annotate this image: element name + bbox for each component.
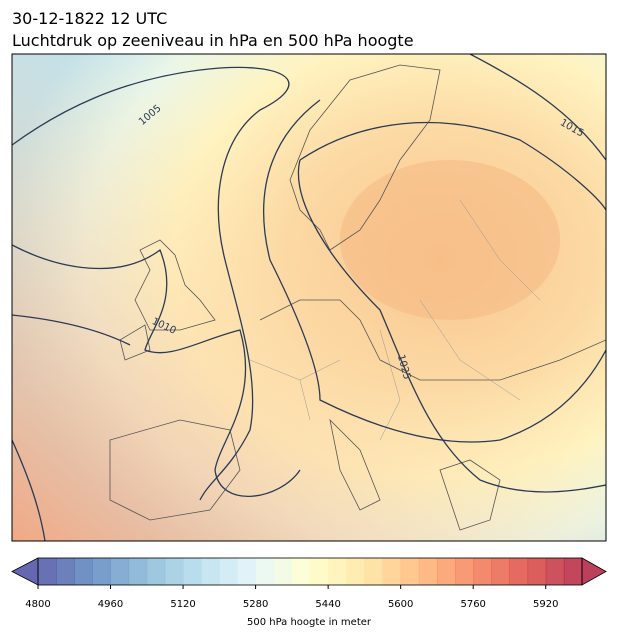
- color-level: [92, 558, 112, 585]
- color-level: [56, 558, 75, 585]
- colorbar-tick-label: 4800: [25, 599, 50, 610]
- colorbar-tick-label: 5920: [533, 599, 558, 610]
- contour: [262, 99, 606, 443]
- color-level: [400, 558, 420, 585]
- color-level: [418, 558, 438, 585]
- color-level: [563, 558, 583, 585]
- color-level: [201, 558, 220, 585]
- map-frame: [11, 53, 607, 542]
- color-level: [74, 558, 93, 585]
- color-level: [455, 558, 474, 585]
- contour: [12, 66, 290, 501]
- contour: [299, 121, 606, 211]
- color-level: [38, 558, 57, 585]
- color-level: [473, 558, 492, 585]
- colorbar-tick-label: 5760: [460, 599, 485, 610]
- color-level: [219, 558, 238, 585]
- color-level: [255, 558, 275, 585]
- color-level: [128, 558, 148, 585]
- colorbar: 4800 4960 5120 5280 5440 5600 5760 5920: [11, 557, 607, 610]
- contour: [12, 314, 131, 346]
- contour: [12, 439, 46, 541]
- contour: [12, 244, 301, 497]
- color-level: [509, 558, 529, 585]
- contour: [297, 159, 606, 493]
- extend-low: [11, 557, 39, 586]
- color-level: [237, 558, 257, 585]
- border: [249, 199, 541, 441]
- subtitle: Luchtdruk op zeeniveau in hPa en 500 hPa…: [12, 31, 414, 50]
- colorbar-frame: [37, 557, 583, 586]
- colorbar-tick-label: 5280: [243, 599, 268, 610]
- extend-high: [581, 557, 607, 586]
- color-level: [164, 558, 184, 585]
- color-level: [110, 558, 130, 585]
- color-level: [491, 558, 510, 585]
- color-level: [545, 558, 565, 585]
- contour: [469, 54, 606, 161]
- color-level: [436, 558, 456, 585]
- color-level: [346, 558, 365, 585]
- color-level: [273, 558, 293, 585]
- color-level: [382, 558, 402, 585]
- color-level: [183, 558, 202, 585]
- title: 30-12-1822 12 UTC: [12, 9, 167, 28]
- color-level: [328, 558, 347, 585]
- color-level: [527, 558, 547, 585]
- colorbar-tick-label: 5120: [170, 599, 195, 610]
- map: [12, 54, 606, 541]
- color-level: [310, 558, 329, 585]
- colorbar-label: 500 hPa hoogte in meter: [247, 617, 372, 628]
- colorbar-tick-label: 5600: [388, 599, 413, 610]
- color-level: [146, 558, 166, 585]
- color-level: [364, 558, 384, 585]
- colorbar-tick-label: 5440: [315, 599, 340, 610]
- color-level: [291, 558, 311, 585]
- colorbar-tick-label: 4960: [98, 599, 123, 610]
